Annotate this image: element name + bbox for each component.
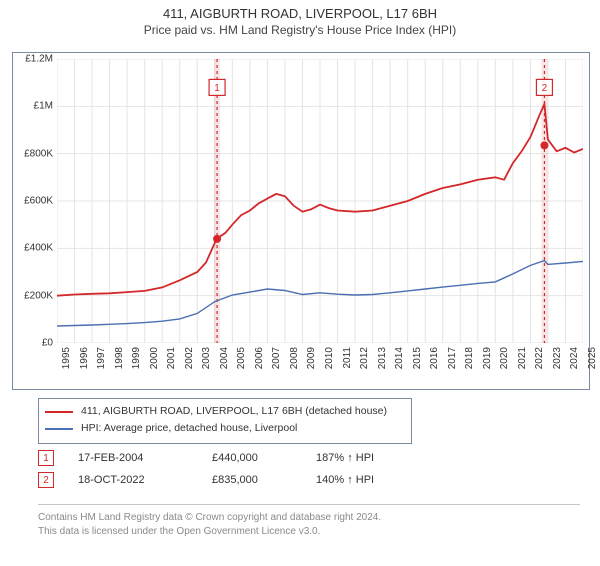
event-price: £835,000 bbox=[212, 474, 292, 486]
legend: 411, AIGBURTH ROAD, LIVERPOOL, L17 6BH (… bbox=[38, 398, 412, 444]
y-tick-label: £600K bbox=[13, 196, 53, 207]
x-tick-label: 2025 bbox=[587, 347, 600, 369]
svg-text:2: 2 bbox=[542, 83, 548, 94]
event-row: 2 18-OCT-2022 £835,000 140% ↑ HPI bbox=[38, 472, 558, 488]
legend-swatch bbox=[45, 428, 73, 430]
y-tick-label: £1M bbox=[13, 101, 53, 112]
event-date: 18-OCT-2022 bbox=[78, 474, 188, 486]
y-tick-label: £200K bbox=[13, 290, 53, 301]
footer-attribution: Contains HM Land Registry data © Crown c… bbox=[38, 504, 580, 538]
footer-line: Contains HM Land Registry data © Crown c… bbox=[38, 511, 580, 525]
event-price: £440,000 bbox=[212, 452, 292, 464]
legend-swatch bbox=[45, 411, 73, 413]
y-tick-label: £1.2M bbox=[13, 54, 53, 65]
event-marker-icon: 2 bbox=[38, 472, 54, 488]
legend-item: 411, AIGBURTH ROAD, LIVERPOOL, L17 6BH (… bbox=[45, 404, 405, 420]
y-tick-label: £0 bbox=[13, 338, 53, 349]
y-tick-label: £800K bbox=[13, 148, 53, 159]
footer-line: This data is licensed under the Open Gov… bbox=[38, 525, 580, 539]
event-marker-icon: 1 bbox=[38, 450, 54, 466]
chart: 12 £0£200K£400K£600K£800K£1M£1.2M1995199… bbox=[12, 52, 590, 390]
chart-title: 411, AIGBURTH ROAD, LIVERPOOL, L17 6BH bbox=[0, 6, 600, 21]
event-date: 17-FEB-2004 bbox=[78, 452, 188, 464]
y-tick-label: £400K bbox=[13, 243, 53, 254]
legend-item: HPI: Average price, detached house, Live… bbox=[45, 421, 405, 437]
event-hpi: 140% ↑ HPI bbox=[316, 474, 374, 486]
plot-area: 12 bbox=[57, 59, 583, 343]
event-hpi: 187% ↑ HPI bbox=[316, 452, 374, 464]
point-markers bbox=[213, 141, 548, 242]
event-row: 1 17-FEB-2004 £440,000 187% ↑ HPI bbox=[38, 450, 558, 466]
svg-text:1: 1 bbox=[214, 83, 220, 94]
event-table: 1 17-FEB-2004 £440,000 187% ↑ HPI 2 18-O… bbox=[38, 444, 558, 494]
legend-label: HPI: Average price, detached house, Live… bbox=[81, 421, 297, 437]
plot-svg: 12 bbox=[57, 59, 583, 343]
chart-subtitle: Price paid vs. HM Land Registry's House … bbox=[0, 23, 600, 37]
gridlines bbox=[57, 59, 583, 343]
legend-label: 411, AIGBURTH ROAD, LIVERPOOL, L17 6BH (… bbox=[81, 404, 387, 420]
